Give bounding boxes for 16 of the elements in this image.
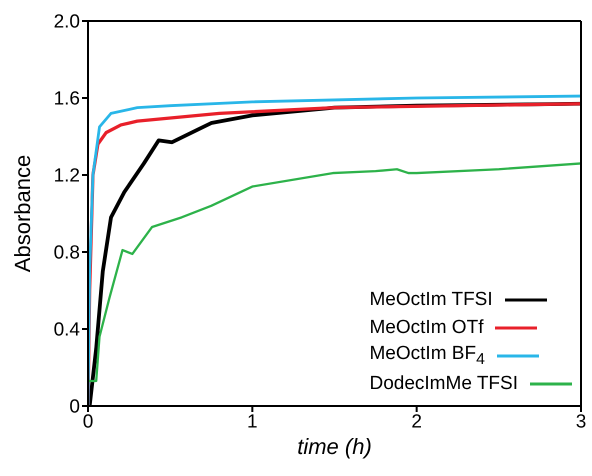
legend-label: MeOctIm OTf: [369, 317, 484, 339]
y-tick-label: 0.4: [54, 320, 80, 341]
y-tick-label: 2.0: [54, 12, 80, 33]
legend-label: MeOctIm BF$_{4}$: [369, 343, 485, 369]
x-tick-label: 1: [247, 411, 258, 432]
y-tick-label: 0.8: [54, 242, 80, 264]
legend-label: MeOctIm TFSI: [369, 289, 493, 311]
x-tick-label: 0: [82, 411, 94, 432]
x-axis-title: time (h): [297, 434, 372, 459]
legend-label: DodecImMe TFSI: [369, 373, 518, 395]
y-axis-title: Absorbance: [10, 154, 35, 272]
y-tick-label: 1.6: [54, 88, 80, 110]
y-tick-label: 1.2: [54, 166, 80, 187]
x-tick-label: 3: [576, 411, 586, 432]
y-tick-label: 0: [69, 396, 80, 418]
x-tick-label: 2: [411, 411, 422, 432]
